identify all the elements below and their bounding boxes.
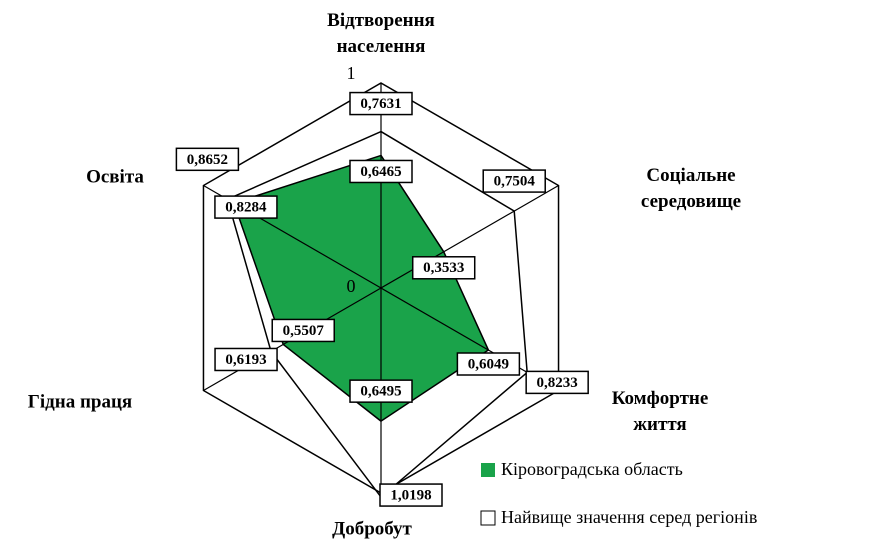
value-label-box — [411, 256, 476, 280]
category-label: Комфортне життя — [612, 388, 709, 435]
value-label: 1,0198 — [390, 487, 431, 503]
value-label-box — [525, 370, 589, 395]
value-label: 0,8233 — [537, 375, 578, 391]
value-label: 0,8652 — [187, 152, 228, 168]
value-label: 0,6049 — [468, 356, 509, 372]
category-label: Освіта — [86, 166, 144, 187]
value-label: 0,6495 — [360, 384, 401, 400]
value-label-box — [349, 159, 413, 184]
category-label: Соціальне середовище — [641, 165, 741, 212]
category-label-line: Соціальне — [646, 165, 735, 186]
value-label-box — [456, 352, 521, 376]
value-label: 0,6465 — [360, 164, 401, 180]
category-label-line: середовище — [641, 191, 741, 212]
legend-swatch — [481, 463, 495, 477]
value-label-box — [175, 147, 240, 172]
value-label-box — [271, 318, 335, 343]
r-tick-label: 1 — [347, 63, 356, 83]
axis-line — [380, 184, 559, 289]
value-label: 0,5507 — [283, 323, 325, 339]
category-label-line: Відтворення — [327, 10, 435, 31]
category-label: Добробут — [332, 518, 412, 539]
value-label: 0,6193 — [225, 352, 266, 368]
value-label-box — [349, 91, 413, 116]
value-label: 0,3533 — [423, 260, 464, 276]
category-label-line: населення — [337, 36, 426, 57]
category-label: Відтворення населення — [327, 10, 435, 57]
value-label-box — [349, 379, 413, 403]
value-label: 0,7631 — [360, 96, 401, 112]
value-label-box — [379, 483, 443, 507]
category-label-line: Комфортне — [612, 388, 709, 409]
value-label: 0,8284 — [225, 200, 267, 216]
legend-swatch — [480, 510, 496, 526]
value-label-box — [482, 169, 546, 193]
value-label-box — [214, 195, 278, 219]
legend-label: Найвище значення серед регіонів — [501, 507, 757, 527]
value-label: 0,7504 — [494, 174, 536, 190]
r-tick-label: 0 — [347, 276, 356, 296]
legend-label: Кіровоградська область — [501, 459, 683, 479]
category-label: Гідна праця — [28, 391, 132, 412]
value-label-box — [214, 347, 278, 372]
category-label-line: життя — [633, 414, 686, 435]
